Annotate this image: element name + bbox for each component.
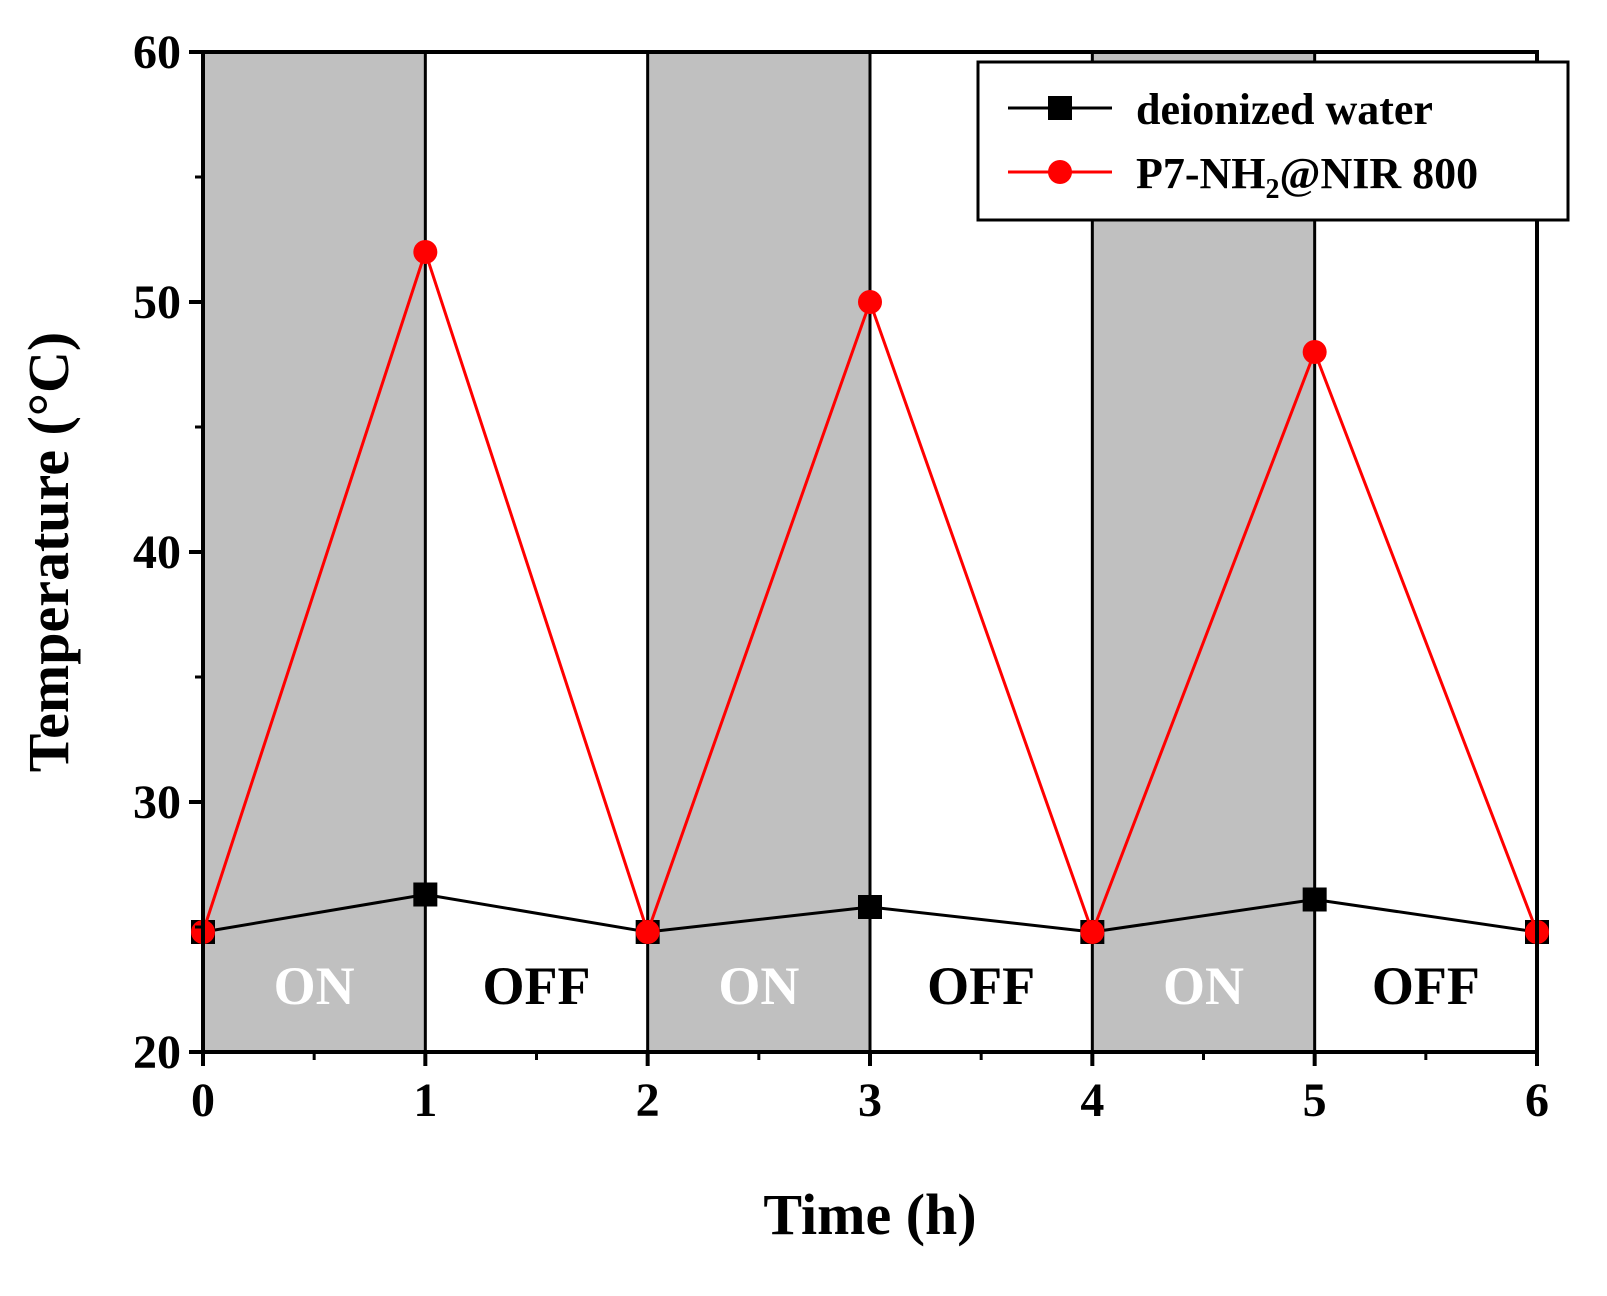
x-tick-label-2: 2 — [636, 1074, 660, 1127]
x-tick-label-3: 3 — [858, 1074, 882, 1127]
y-tick-label-20: 20 — [133, 1026, 181, 1079]
x-tick-label-4: 4 — [1080, 1074, 1104, 1127]
region-label-on-4: ON — [1163, 956, 1244, 1016]
data-point-circle-4 — [1080, 920, 1105, 944]
legend-box — [976, 60, 1570, 222]
series-layer — [191, 240, 1549, 944]
legend-label-deionized-water: deionized water — [1136, 85, 1433, 134]
region-label-off-1: OFF — [483, 956, 591, 1016]
x-tick-label-0: 0 — [191, 1074, 215, 1127]
data-point-square-1 — [413, 882, 438, 907]
y-axis-title: Temperature (°C) — [16, 332, 81, 772]
legend-label-tail: @NIR 800 — [1280, 149, 1479, 198]
legend-label-main: P7-NH — [1136, 149, 1266, 198]
legend-marker-circle — [1048, 160, 1072, 184]
x-tick-label-1: 1 — [413, 1074, 437, 1127]
y-tick-label-30: 30 — [133, 776, 181, 829]
region-label-off-5: OFF — [1372, 956, 1480, 1016]
y-tick-label-50: 50 — [133, 276, 181, 329]
data-point-circle-5 — [1302, 340, 1327, 364]
region-label-on-2: ON — [718, 956, 799, 1016]
data-point-circle-2 — [635, 920, 660, 944]
region-on-2 — [647, 52, 870, 1052]
x-tick-label-6: 6 — [1525, 1074, 1549, 1127]
region-on-0 — [203, 52, 426, 1052]
region-label-on-0: ON — [274, 956, 355, 1016]
y-tick-label-60: 60 — [133, 26, 181, 79]
x-axis-title: Time (h) — [763, 1182, 976, 1247]
legend-label-p7-nh2: P7-NH2@NIR 800 — [1136, 149, 1478, 205]
data-point-circle-1 — [413, 240, 438, 264]
axes: 0 1 2 3 4 5 6 20 30 40 50 60 — [133, 26, 1549, 1127]
data-point-square-3 — [858, 895, 882, 919]
x-tick-label-5: 5 — [1303, 1074, 1327, 1127]
legend-marker-square — [1048, 96, 1072, 120]
y-tick-label-40: 40 — [133, 526, 181, 579]
data-point-circle-3 — [858, 290, 882, 314]
legend-label-subscript: 2 — [1266, 174, 1280, 205]
data-point-square-5 — [1302, 887, 1327, 912]
legend: deionized water P7-NH2@NIR 800 — [976, 60, 1570, 222]
region-label-off-3: OFF — [927, 956, 1035, 1016]
